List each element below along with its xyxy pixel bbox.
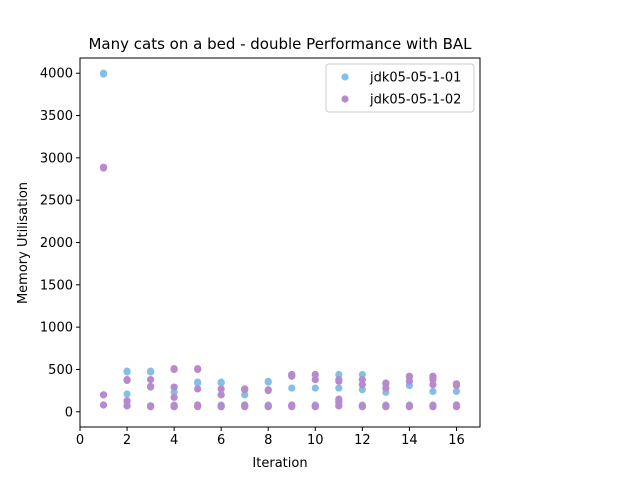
- data-point-series-2: [288, 403, 296, 411]
- y-tick-label: 2000: [40, 236, 73, 251]
- x-axis-label: Iteration: [252, 456, 307, 471]
- legend-box: [325, 63, 475, 113]
- x-tick-label: 2: [123, 433, 131, 448]
- data-point-series-2: [405, 403, 414, 411]
- data-point-series-2: [311, 376, 319, 384]
- x-tick-label: 14: [401, 433, 418, 448]
- data-point-series-2: [382, 379, 390, 387]
- data-point-series-2: [358, 376, 366, 384]
- y-axis-label: Memory Utilisation: [16, 182, 31, 304]
- data-point-series-2: [123, 402, 131, 410]
- data-point-series-2: [146, 382, 155, 390]
- data-point-series-1: [358, 386, 366, 394]
- y-tick-label: 500: [48, 363, 73, 378]
- data-point-series-2: [170, 365, 178, 374]
- data-point-series-2: [429, 381, 437, 389]
- y-tick-label: 4000: [40, 67, 73, 82]
- legend-label: jdk05-05-1-02: [369, 93, 461, 108]
- data-point-series-2: [264, 403, 272, 411]
- legend-marker: [341, 95, 349, 103]
- data-point-series-2: [335, 377, 343, 385]
- data-point-series-1: [146, 368, 155, 376]
- data-point-series-1: [99, 70, 108, 78]
- x-tick-label: 10: [307, 433, 324, 448]
- data-point-series-2: [194, 403, 202, 411]
- data-point-series-2: [288, 372, 296, 380]
- data-point-series-2: [170, 393, 178, 401]
- x-tick-label: 8: [264, 433, 272, 448]
- data-point-series-2: [217, 385, 225, 393]
- data-point-series-2: [264, 387, 272, 395]
- data-point-series-1: [194, 379, 202, 387]
- y-tick-label: 3000: [40, 151, 73, 166]
- data-point-series-2: [382, 403, 390, 411]
- data-point-series-2: [405, 377, 414, 385]
- data-point-series-2: [170, 383, 178, 391]
- y-tick-label: 1000: [40, 321, 73, 336]
- data-point-series-2: [429, 376, 437, 384]
- x-tick-label: 16: [448, 433, 465, 448]
- data-point-series-2: [123, 376, 131, 385]
- points-layer: [99, 69, 461, 411]
- y-tick-label: 3500: [40, 109, 73, 124]
- data-point-series-1: [358, 370, 366, 379]
- data-point-series-2: [194, 365, 202, 374]
- data-point-series-2: [452, 403, 461, 411]
- data-point-series-2: [405, 372, 414, 380]
- y-tick-label: 2500: [40, 194, 73, 209]
- data-point-series-2: [99, 401, 108, 409]
- x-axis: 0 2 4 6 8 10 12 14 16: [76, 427, 465, 448]
- data-point-series-2: [335, 402, 343, 410]
- data-point-series-2: [123, 397, 131, 405]
- data-point-series-2: [99, 164, 108, 172]
- data-point-series-1: [452, 387, 461, 396]
- x-tick-label: 0: [76, 433, 84, 448]
- data-point-series-2: [217, 403, 225, 411]
- legend-marker: [341, 73, 349, 81]
- y-tick-label: 0: [65, 405, 73, 420]
- data-point-series-2: [241, 386, 249, 394]
- data-point-series-1: [217, 379, 225, 387]
- data-point-series-2: [452, 381, 461, 390]
- y-tick-label: 1500: [40, 278, 73, 293]
- data-point-series-1: [311, 384, 319, 392]
- data-point-series-2: [146, 376, 155, 384]
- legend: jdk05-05-1-01 jdk05-05-1-02: [325, 63, 475, 113]
- data-point-series-2: [382, 384, 390, 392]
- data-point-series-2: [194, 385, 202, 393]
- data-point-series-1: [241, 391, 249, 399]
- data-point-series-1: [429, 387, 437, 396]
- data-point-series-1: [123, 390, 131, 398]
- data-point-series-1: [264, 378, 272, 386]
- data-point-series-2: [429, 403, 437, 411]
- legend-label: jdk05-05-1-01: [369, 71, 461, 86]
- chart-title: Many cats on a bed - double Performance …: [88, 35, 472, 53]
- data-point-series-1: [170, 388, 178, 396]
- data-point-series-2: [241, 403, 249, 411]
- x-tick-label: 6: [217, 433, 225, 448]
- x-tick-label: 4: [170, 433, 178, 448]
- data-point-series-1: [123, 368, 131, 376]
- x-tick-label: 12: [354, 433, 371, 448]
- data-point-series-2: [311, 370, 319, 379]
- data-point-series-2: [217, 391, 225, 399]
- data-point-series-2: [358, 403, 366, 411]
- data-point-series-1: [335, 370, 343, 379]
- data-point-series-2: [170, 403, 178, 411]
- data-point-series-2: [311, 403, 319, 411]
- data-point-series-2: [358, 381, 366, 389]
- y-axis: 0 500 1000 1500 2000 2500 3000 3500 4000: [40, 67, 80, 420]
- data-point-series-1: [335, 384, 343, 392]
- data-point-series-2: [146, 403, 155, 411]
- data-point-series-2: [99, 391, 108, 399]
- data-point-series-1: [288, 384, 296, 392]
